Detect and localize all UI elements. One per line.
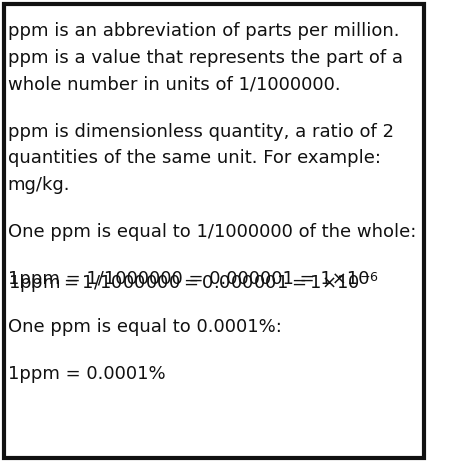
Text: mg/kg.: mg/kg.	[8, 176, 70, 194]
Text: ppm is an abbreviation of parts per million.: ppm is an abbreviation of parts per mill…	[8, 22, 399, 40]
Text: ppm is dimensionless quantity, a ratio of 2: ppm is dimensionless quantity, a ratio o…	[8, 122, 394, 140]
Text: One ppm is equal to 1/1000000 of the whole:: One ppm is equal to 1/1000000 of the who…	[8, 223, 416, 241]
Text: quantities of the same unit. For example:: quantities of the same unit. For example…	[8, 149, 381, 167]
Text: ppm is a value that represents the part of a: ppm is a value that represents the part …	[8, 49, 403, 67]
Text: whole number in units of 1/1000000.: whole number in units of 1/1000000.	[8, 75, 340, 93]
Text: 1ppm = 0.0001%: 1ppm = 0.0001%	[8, 365, 165, 383]
Text: 1ppm = 1/1000000 = 0.000001 = 1×10: 1ppm = 1/1000000 = 0.000001 = 1×10	[8, 270, 369, 288]
Text: One ppm is equal to 0.0001%:: One ppm is equal to 0.0001%:	[8, 318, 282, 336]
FancyBboxPatch shape	[3, 4, 424, 458]
Text: $\mathregular{1ppm = 1/1000000 = 0.000001 = 1{\times}10^{-6}}$: $\mathregular{1ppm = 1/1000000 = 0.00000…	[8, 270, 379, 295]
